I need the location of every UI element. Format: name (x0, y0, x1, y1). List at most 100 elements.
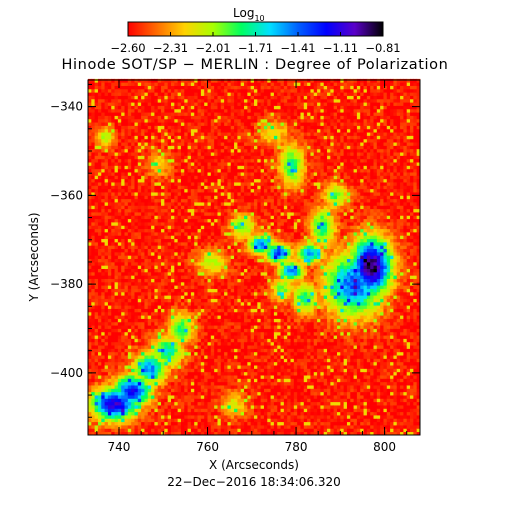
heatmap-cell (210, 78, 215, 83)
heatmap-cell (237, 301, 242, 306)
heatmap-cell (144, 388, 149, 393)
heatmap-cell (137, 158, 142, 163)
heatmap-cell (94, 185, 99, 190)
heatmap-cell (97, 378, 102, 383)
heatmap-cell (114, 388, 119, 393)
heatmap-cell (114, 318, 119, 323)
heatmap-cell (147, 172, 152, 176)
heatmap-cell (94, 401, 99, 406)
heatmap-cell (117, 152, 122, 156)
heatmap-cell (200, 308, 205, 313)
heatmap-cell (134, 318, 139, 323)
heatmap-cell (187, 258, 192, 263)
heatmap-cell (104, 152, 109, 156)
heatmap-cell (227, 241, 232, 246)
heatmap-cell (197, 145, 202, 150)
heatmap-cell (151, 295, 155, 299)
heatmap-cell (157, 271, 162, 276)
heatmap-cell (111, 102, 115, 106)
heatmap-cell (88, 135, 92, 140)
heatmap-cell (210, 132, 215, 136)
heatmap-cell (214, 255, 218, 260)
heatmap-cell (154, 425, 159, 429)
heatmap-cell (207, 148, 212, 153)
heatmap-cell (230, 371, 235, 376)
heatmap-cell (207, 195, 212, 200)
heatmap-cell (104, 148, 109, 153)
heatmap-cell (117, 338, 122, 343)
heatmap-cell (88, 265, 92, 269)
heatmap-cell (88, 78, 92, 83)
heatmap-cell (217, 388, 222, 393)
heatmap-cell (157, 195, 162, 200)
heatmap-cell (194, 388, 198, 393)
heatmap-cell (144, 85, 149, 90)
heatmap-cell (194, 178, 198, 183)
heatmap-cell (224, 335, 228, 339)
heatmap-cell (91, 102, 96, 106)
heatmap-cell (144, 431, 149, 436)
heatmap-cell (144, 155, 149, 160)
heatmap-cell (151, 88, 155, 93)
heatmap-cell (88, 192, 92, 196)
heatmap-cell (144, 265, 149, 269)
heatmap-cell (237, 275, 242, 279)
heatmap-cell (167, 135, 172, 140)
heatmap-cell (101, 418, 105, 423)
heatmap-cell (97, 241, 102, 246)
heatmap-cell (224, 118, 228, 123)
heatmap-cell (131, 405, 135, 409)
heatmap-cell (197, 425, 202, 429)
heatmap-cell (224, 365, 228, 369)
heatmap-cell (230, 351, 235, 356)
heatmap-cell (214, 371, 218, 376)
heatmap-cell (194, 315, 198, 319)
heatmap-cell (214, 311, 218, 316)
heatmap-cell (234, 368, 238, 373)
heatmap-cell (204, 202, 208, 206)
heatmap-cell (174, 391, 179, 396)
heatmap-cell (107, 325, 112, 329)
heatmap-cell (184, 168, 188, 173)
heatmap-cell (121, 275, 125, 279)
heatmap-cell (91, 271, 96, 276)
heatmap-cell (197, 348, 202, 353)
heatmap-cell (217, 275, 222, 279)
heatmap-cell (230, 178, 235, 183)
heatmap-cell (114, 335, 119, 339)
heatmap-cell (144, 385, 149, 389)
heatmap-cell (204, 162, 208, 166)
heatmap-cell (177, 311, 182, 316)
heatmap-cell (117, 341, 122, 346)
heatmap-cell (214, 295, 218, 299)
heatmap-cell (217, 95, 222, 100)
heatmap-cell (174, 305, 179, 309)
heatmap-cell (124, 205, 129, 210)
heatmap-cell (164, 395, 169, 399)
heatmap-cell (204, 105, 208, 110)
heatmap-cell (217, 401, 222, 406)
heatmap-cell (134, 281, 139, 286)
heatmap-cell (141, 408, 145, 413)
heatmap-cell (204, 385, 208, 389)
heatmap-cell (104, 428, 109, 433)
heatmap-cell (101, 251, 105, 256)
heatmap-cell (210, 291, 215, 296)
heatmap-cell (237, 321, 242, 326)
heatmap-cell (207, 318, 212, 323)
heatmap-cell (217, 408, 222, 413)
heatmap-cell (234, 238, 238, 243)
heatmap-cell (144, 401, 149, 406)
heatmap-cell (171, 265, 175, 269)
heatmap-cell (117, 348, 122, 353)
heatmap-cell (147, 348, 152, 353)
heatmap-cell (227, 198, 232, 203)
heatmap-cell (187, 298, 192, 303)
heatmap-cell (187, 165, 192, 170)
heatmap-cell (174, 245, 179, 250)
heatmap-cell (210, 82, 215, 86)
heatmap-cell (164, 275, 169, 279)
heatmap-cell (204, 255, 208, 260)
heatmap-cell (124, 405, 129, 409)
heatmap-cell (220, 398, 225, 403)
